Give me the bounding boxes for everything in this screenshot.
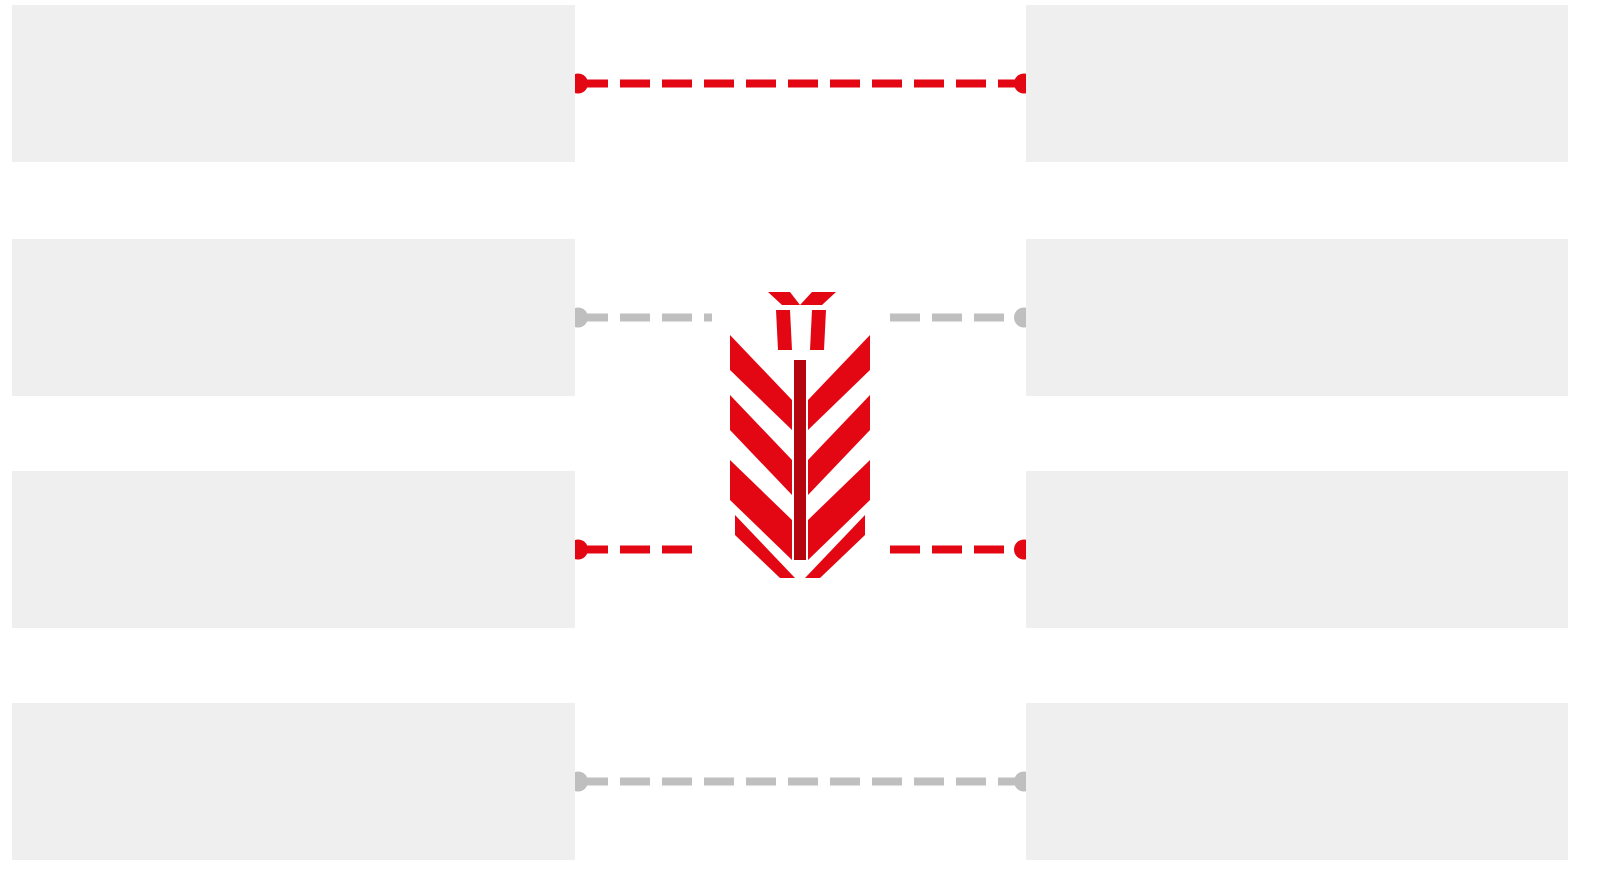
box (12, 5, 575, 162)
box (1026, 471, 1568, 628)
logo (730, 292, 870, 578)
box (12, 471, 575, 628)
box (12, 239, 575, 396)
box (1026, 239, 1568, 396)
box (1026, 5, 1568, 162)
box (1026, 703, 1568, 860)
box (12, 703, 575, 860)
